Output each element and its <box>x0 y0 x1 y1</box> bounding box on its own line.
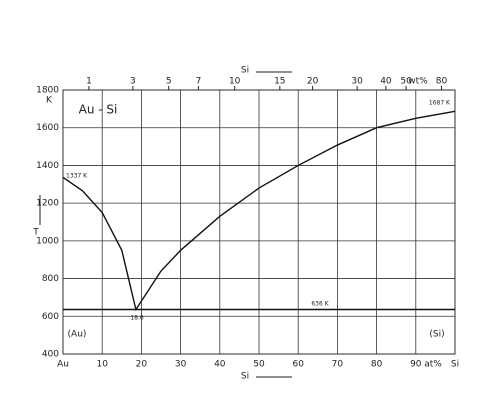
annotation: (Au) <box>68 330 87 340</box>
annotation: 636 K <box>311 301 329 308</box>
y-tick-label: 400 <box>42 350 59 360</box>
y-tick-label: 800 <box>42 274 59 284</box>
x2-tick-label: 3 <box>130 77 136 87</box>
x2-tick-label: 30 <box>351 77 363 87</box>
y-tick-label: 600 <box>42 312 59 322</box>
x2-axis-label: Si <box>241 66 249 76</box>
x-tick-label: Si <box>451 360 459 370</box>
annotation: (Si) <box>429 330 444 340</box>
annotation: 18.6 <box>130 315 144 322</box>
x2-tick-label: 5 <box>166 77 172 87</box>
x2-tick-label: 20 <box>307 77 319 87</box>
x2-tick-label: 50 <box>400 77 412 87</box>
x-tick-label: 60 <box>292 360 304 370</box>
x-tick-label: 70 <box>332 360 344 370</box>
y-tick-label: 1400 <box>36 161 59 171</box>
y-tick-label: 1000 <box>36 236 59 246</box>
x-unit: at% <box>424 360 442 370</box>
x2-tick-label: 7 <box>196 77 202 87</box>
x2-tick-label: 40 <box>380 77 392 87</box>
x-tick-label: 40 <box>214 360 226 370</box>
x-axis-label: Si <box>241 372 249 382</box>
y-unit: K <box>46 96 53 106</box>
y-tick-label: 1200 <box>36 199 59 209</box>
x-tick-label: 90 <box>410 360 422 370</box>
y-axis-label: T <box>32 228 39 238</box>
x-tick-label: 30 <box>175 360 187 370</box>
series-line <box>62 110 456 312</box>
annotation: 1687 K <box>429 100 451 107</box>
x-tick-label: 80 <box>371 360 383 370</box>
y-tick-label: 1600 <box>36 123 59 133</box>
x2-tick-label: 1 <box>86 77 92 87</box>
y-tick-label: 1800 <box>36 86 59 96</box>
x-tick-label: 50 <box>253 360 265 370</box>
x2-tick-label: 15 <box>274 77 285 87</box>
x-tick-label: 10 <box>96 360 108 370</box>
x-tick-label: 20 <box>136 360 148 370</box>
x2-tick-label: 10 <box>229 77 241 87</box>
x-tick-label: Au <box>57 360 69 370</box>
x2-unit: wt% <box>408 77 428 87</box>
x2-tick-label: 80 <box>436 77 448 87</box>
annotation: 1337 K <box>66 173 88 180</box>
chart-title: Au - Si <box>79 103 118 117</box>
